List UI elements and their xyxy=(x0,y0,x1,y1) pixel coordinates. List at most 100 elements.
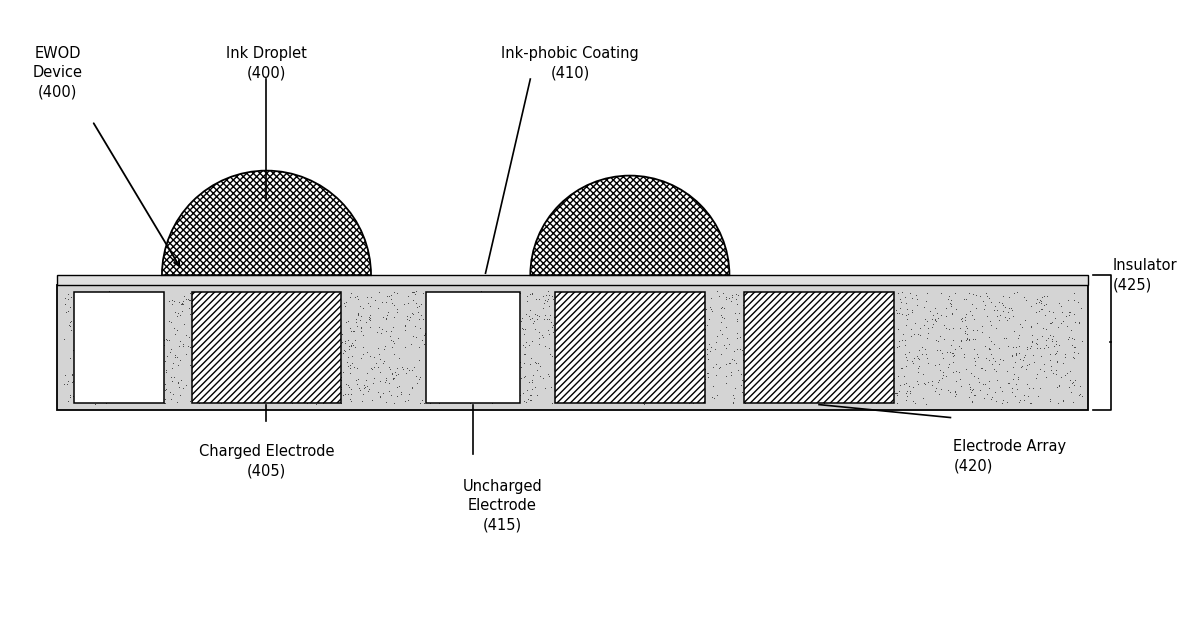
Point xyxy=(920,306,940,316)
Point xyxy=(1003,311,1022,321)
Point xyxy=(733,355,752,365)
Point xyxy=(960,382,979,392)
Point xyxy=(578,331,598,341)
Point xyxy=(545,312,564,322)
Point xyxy=(836,384,856,394)
Point xyxy=(91,299,110,309)
Point xyxy=(614,349,634,359)
Point xyxy=(838,326,857,336)
Point xyxy=(517,291,536,301)
Point xyxy=(964,384,983,394)
Text: Ink-phobic Coating
(410): Ink-phobic Coating (410) xyxy=(502,46,640,81)
Point xyxy=(442,307,461,318)
Point xyxy=(83,360,102,370)
Point xyxy=(739,348,758,358)
Point xyxy=(216,379,235,389)
Point xyxy=(232,392,251,402)
Point xyxy=(202,312,221,323)
Point xyxy=(96,310,115,320)
Point xyxy=(156,398,175,408)
Point xyxy=(494,362,514,372)
Point xyxy=(348,321,367,331)
Point xyxy=(476,311,496,321)
Point xyxy=(850,297,869,307)
Point xyxy=(164,372,184,382)
Point xyxy=(358,386,377,396)
Point xyxy=(725,346,744,356)
Point xyxy=(192,372,211,382)
Point xyxy=(738,361,757,371)
Point xyxy=(480,311,499,321)
Point xyxy=(168,325,187,335)
Point xyxy=(578,309,598,319)
Point xyxy=(112,312,131,322)
Point xyxy=(352,396,371,406)
Point xyxy=(1026,298,1045,308)
Point xyxy=(896,396,916,406)
Point xyxy=(1013,355,1032,365)
Point xyxy=(143,305,162,315)
Point xyxy=(115,393,134,403)
Point xyxy=(635,366,654,376)
Point xyxy=(853,314,872,324)
Point xyxy=(464,295,484,306)
Point xyxy=(229,297,248,307)
Point xyxy=(970,377,989,387)
Point xyxy=(746,304,766,314)
Point xyxy=(689,310,708,320)
Point xyxy=(356,375,376,386)
Point xyxy=(934,320,953,330)
Point xyxy=(917,316,936,326)
Point xyxy=(173,306,192,316)
Point xyxy=(965,345,984,355)
Point xyxy=(599,301,618,311)
Point xyxy=(545,312,564,323)
Point xyxy=(677,340,696,350)
Point xyxy=(804,365,823,375)
Point xyxy=(593,288,612,298)
Point xyxy=(943,335,962,345)
Point xyxy=(474,328,493,338)
Point xyxy=(547,346,566,357)
Point xyxy=(137,331,156,341)
Point xyxy=(535,341,554,351)
Point xyxy=(112,307,131,317)
Point xyxy=(143,350,162,360)
Point xyxy=(1020,343,1039,353)
Point xyxy=(732,345,751,355)
Point xyxy=(720,358,739,369)
Point xyxy=(307,398,326,408)
Point xyxy=(527,310,546,320)
Point xyxy=(328,343,347,353)
Point xyxy=(518,295,538,306)
Point xyxy=(317,343,336,353)
Point xyxy=(185,381,204,391)
Point xyxy=(761,334,780,344)
Point xyxy=(739,379,758,389)
Point xyxy=(166,352,185,362)
Point xyxy=(430,294,449,304)
Point xyxy=(438,392,457,403)
Point xyxy=(155,398,174,408)
Point xyxy=(184,341,203,351)
Point xyxy=(834,294,853,304)
Point xyxy=(686,317,706,327)
Point xyxy=(558,391,577,401)
Point xyxy=(923,380,942,390)
Point xyxy=(731,380,750,390)
Point xyxy=(887,387,906,398)
Point xyxy=(170,309,190,319)
Point xyxy=(978,311,997,321)
Point xyxy=(170,389,190,399)
Point xyxy=(83,390,102,400)
Point xyxy=(701,346,720,356)
Point xyxy=(1022,336,1042,346)
Point xyxy=(505,391,524,401)
Point xyxy=(583,386,602,396)
Point xyxy=(200,331,220,341)
Point xyxy=(902,306,922,316)
Point xyxy=(430,398,449,408)
Point xyxy=(377,311,396,321)
Point xyxy=(575,352,594,362)
Point xyxy=(725,383,744,393)
